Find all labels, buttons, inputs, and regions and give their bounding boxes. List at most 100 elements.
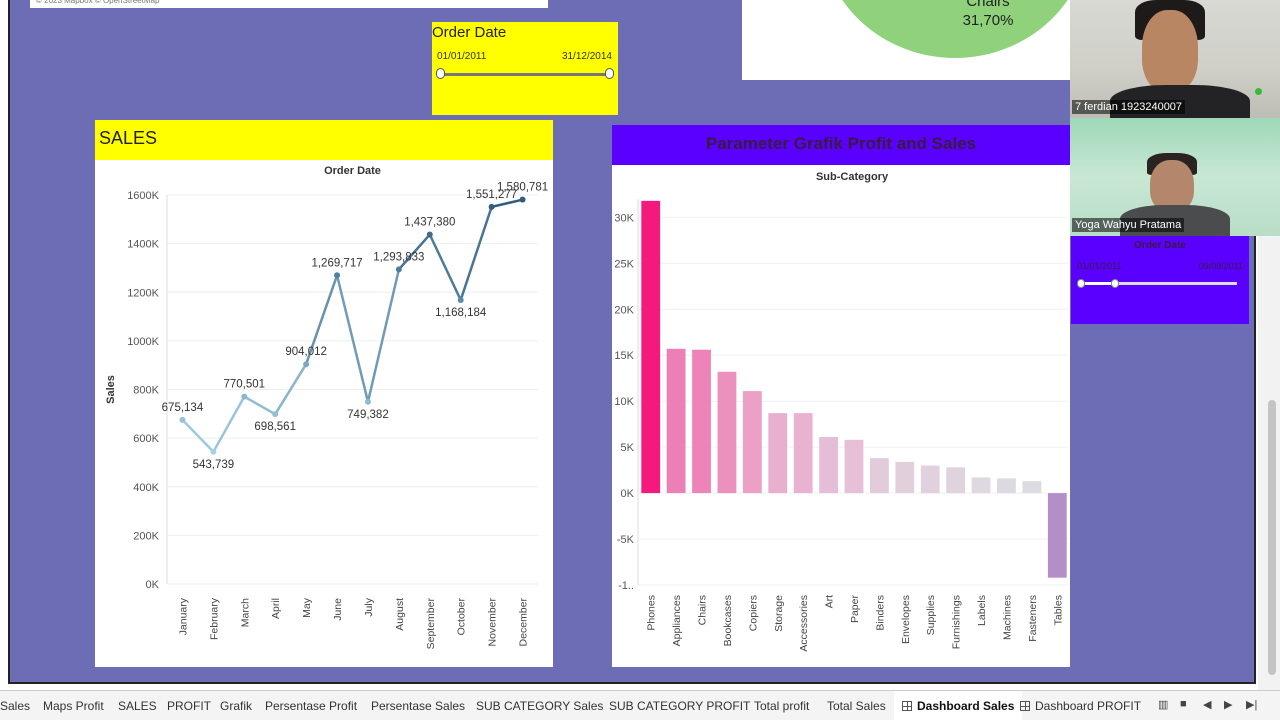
tab-maps-profit[interactable]: Maps Profit: [43, 699, 104, 713]
line-chart-x-tick: June: [332, 598, 344, 621]
line-chart-y-tick: 1600K: [127, 190, 159, 202]
overlay-slider-start-handle[interactable]: [1077, 279, 1085, 288]
line-chart-point: [395, 266, 402, 273]
bar-chart-bar: [641, 200, 661, 494]
line-chart-segment: [335, 274, 370, 404]
line-chart-x-tick: October: [456, 598, 468, 636]
tab-total-sales[interactable]: Total Sales: [827, 699, 886, 713]
bar-chart-x-tick: Labels: [976, 595, 988, 626]
pie-chart-panel: Chairs 31,70%: [742, 0, 1070, 80]
participant-1-name: 7 ferdian 1923240007: [1072, 100, 1186, 114]
bar-chart-bar: [666, 348, 686, 494]
line-chart-point: [364, 398, 371, 405]
order-date-end: 31/12/2014: [561, 51, 612, 62]
bar-chart-x-tick: Art: [824, 595, 836, 609]
subcategory-title: Parameter Grafik Profit and Sales: [705, 134, 977, 153]
bar-chart-bar: [971, 477, 991, 494]
line-chart-y-tick: 600K: [133, 433, 159, 445]
line-chart-y-tick: 800K: [133, 385, 159, 397]
bar-chart-bar: [920, 465, 940, 494]
participant-2-face: [1150, 160, 1194, 212]
tab-dashboard-profit[interactable]: Dashboard PROFIT: [1020, 691, 1141, 720]
line-chart-y-tick: 1200K: [127, 287, 159, 299]
line-chart-segment: [273, 362, 308, 416]
bar-chart-bar: [742, 391, 762, 494]
tab-dashboard-sales[interactable]: Dashboard Sales: [894, 691, 1023, 720]
bar-chart-y-tick: -1..: [618, 580, 634, 592]
last-sheet-icon[interactable]: ▶|: [1246, 699, 1258, 711]
participant-1-face: [1142, 10, 1198, 92]
tab-sales[interactable]: Sales: [0, 699, 31, 713]
tab-total-profit[interactable]: Total profit: [754, 699, 810, 713]
order-date-start: 01/01/2011: [437, 51, 487, 62]
pie-slice-label: Chairs 31,70%: [938, 0, 1038, 30]
bar-chart-x-tick: Bookcases: [722, 595, 734, 646]
bar-chart-x-tick: Machines: [1001, 595, 1013, 640]
vertical-scrollbar-thumb[interactable]: [1268, 400, 1276, 675]
tab-sales-upper[interactable]: SALES: [118, 699, 157, 713]
bar-chart-y-tick: 5K: [621, 442, 635, 454]
line-chart-x-tick: August: [394, 598, 406, 631]
line-chart-x-tick: November: [487, 597, 499, 646]
overlay-slider-end-handle[interactable]: [1111, 279, 1119, 288]
bar-chart-bar: [895, 461, 915, 494]
tab-grafik[interactable]: Grafik: [220, 699, 253, 713]
line-chart-x-tick: April: [270, 598, 282, 619]
line-chart-x-tick: February: [208, 597, 220, 640]
tab-sub-category-profit[interactable]: SUB CATEGORY PROFIT: [609, 699, 751, 713]
line-chart-x-tick: May: [301, 597, 313, 618]
bar-chart-x-tick: Storage: [773, 595, 785, 632]
bar-chart-bar: [997, 478, 1016, 494]
line-chart-data-label: 770,501: [224, 379, 266, 391]
bar-chart-bar: [1047, 493, 1067, 578]
line-chart-segment: [490, 198, 524, 209]
bar-chart-y-tick: 20K: [614, 304, 634, 316]
order-date-slider-start-handle[interactable]: [436, 68, 445, 79]
status-dot-icon: [1255, 88, 1262, 95]
tab-profit[interactable]: PROFIT: [167, 699, 211, 713]
line-chart-point: [488, 203, 495, 210]
subcategory-bar-chart: Sub-Category -1.. -5K 0K 5K 10K 15K 20K 25K 30K Ph…: [614, 171, 1068, 652]
line-chart-data-label: 698,561: [254, 421, 296, 433]
line-chart-point: [334, 272, 341, 279]
bar-chart-bar: [793, 413, 813, 494]
bar-chart-bar: [768, 413, 788, 494]
show-tabs-icon[interactable]: ■: [1180, 698, 1187, 710]
bar-chart-x-tick: Phones: [646, 595, 658, 631]
line-chart-point: [303, 361, 310, 368]
order-date-filter-title: Order Date: [432, 24, 507, 41]
bar-chart-y-tick: 0K: [621, 488, 635, 500]
overlay-filter-end: 09/09/2011: [1198, 261, 1243, 271]
line-chart-segment: [366, 268, 401, 404]
order-date-slider-track[interactable]: [440, 73, 610, 76]
bar-chart-y-tick: 15K: [614, 350, 634, 362]
overlay-slider-track[interactable]: [1081, 282, 1237, 285]
bar-chart-bar: [717, 371, 737, 494]
line-chart-data-label: 749,382: [347, 409, 389, 421]
tab-persentase-sales[interactable]: Persentase Sales: [371, 699, 466, 713]
line-chart-data-label: 1,551,277: [466, 189, 517, 201]
overlay-slider-fill: [1081, 282, 1115, 285]
previous-sheet-icon[interactable]: ◀: [1203, 699, 1212, 711]
bar-chart-bar: [946, 467, 966, 494]
tab-sub-category-sales[interactable]: SUB CATEGORY Sales: [476, 699, 604, 713]
line-chart-title: Order Date: [324, 165, 381, 177]
order-date-slider-end-handle[interactable]: [605, 68, 614, 79]
line-chart-segment: [459, 205, 493, 302]
line-chart-segment: [181, 418, 215, 454]
bar-chart-x-tick: Tables: [1052, 595, 1064, 625]
line-chart-data-label: 1,168,184: [435, 307, 487, 319]
subcategory-chart-panel: Parameter Grafik Profit and Sales Sub-Ca…: [612, 125, 1070, 667]
tab-dashboard-sales-label: Dashboard Sales: [917, 699, 1015, 713]
bar-chart-x-tick: Chairs: [697, 595, 709, 625]
sheet-tab-bar: Sales Maps Profit SALES PROFIT Grafik Pe…: [0, 690, 1280, 720]
show-filmstrip-icon[interactable]: ▥: [1158, 699, 1169, 711]
next-sheet-icon[interactable]: ▶: [1224, 699, 1233, 711]
line-chart-segment: [243, 395, 277, 416]
line-chart-data-label: 1,269,717: [311, 257, 362, 269]
bar-chart-bar: [1022, 481, 1042, 494]
bar-chart-x-tick: Fasteners: [1027, 595, 1039, 642]
tab-persentase-profit[interactable]: Persentase Profit: [265, 699, 358, 713]
bar-chart-x-tick: Envelopes: [900, 595, 912, 644]
bar-chart-x-tick: Appliances: [671, 595, 683, 646]
